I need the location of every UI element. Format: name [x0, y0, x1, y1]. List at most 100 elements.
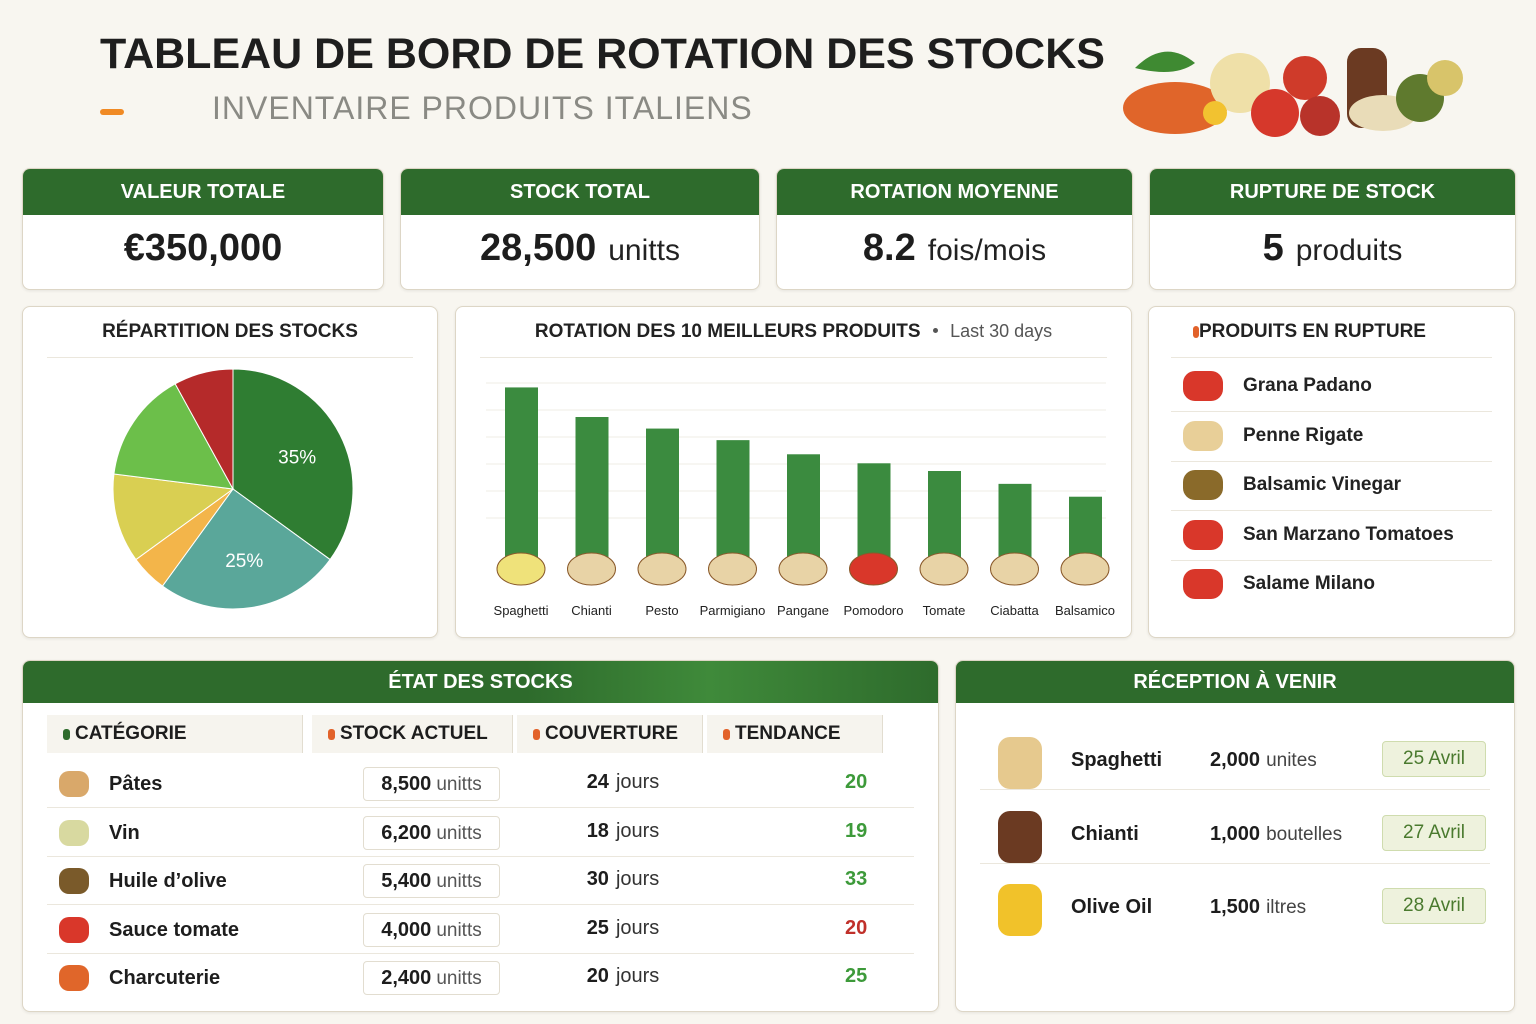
coverage-cell: 25 jours [543, 917, 703, 940]
x-tick-label: Balsamico [1055, 603, 1115, 618]
row-icon [59, 868, 89, 894]
quantity-cell: 1,500 iltres [1210, 896, 1306, 919]
pie-slice [232, 368, 354, 561]
row-icon [59, 965, 89, 991]
kpi-card: RUPTURE DE STOCK 5 produits [1149, 168, 1516, 290]
trend-value: 19 [845, 819, 868, 842]
coverage-unit: jours [615, 771, 660, 793]
item-icon [1183, 569, 1223, 599]
kpi-value-row: 8.2 fois/mois [777, 227, 1132, 270]
column-icon [63, 729, 70, 740]
bar [505, 387, 538, 561]
out-of-stock-item: Penne Rigate [1243, 424, 1364, 446]
stock-cell: 5,400 unitts [363, 864, 500, 898]
quantity: 1,500 [1210, 896, 1261, 918]
coverage-cell: 18 jours [543, 820, 703, 843]
coverage-unit: jours [615, 868, 660, 890]
kpi-unit: unitts [608, 234, 680, 267]
page-subtitle: INVENTAIRE PRODUITS ITALIENS [212, 90, 753, 126]
column-header-bg [707, 715, 883, 753]
quantity-unit: boutelles [1266, 823, 1343, 845]
kpi-value-row: 28,500 unitts [401, 227, 759, 270]
separator [47, 904, 914, 905]
stock-unit: unitts [436, 919, 482, 941]
product-icon [919, 552, 969, 586]
separator [47, 807, 914, 808]
product-icon [637, 552, 687, 586]
product-icon [998, 884, 1042, 936]
stock-unit: unitts [436, 968, 482, 989]
kpi-card: VALEUR TOTALE €350,000 [22, 168, 384, 290]
quantity: 1,000 [1210, 822, 1261, 845]
bar [716, 440, 750, 561]
x-tick-label: Parmigiano [700, 603, 766, 618]
kpi-card: ROTATION MOYENNE 8.2 fois/mois [776, 168, 1133, 290]
stock-value: 4,000 [381, 918, 432, 941]
coverage-value: 18 [586, 819, 609, 842]
out-of-stock-item: San Marzano Tomatoes [1243, 523, 1454, 545]
date-pill: 25 Avril [1382, 741, 1486, 777]
quantity-cell: 1,000 boutelles [1210, 823, 1342, 846]
kpi-label: VALEUR TOTALE [23, 169, 383, 215]
kpi-value: 28,500 [480, 227, 597, 269]
panel-subtitle: Last 30 days [950, 321, 1053, 341]
pie-slice [113, 383, 234, 490]
stock-value: 5,400 [381, 870, 432, 892]
out-of-stock-item: Grana Padano [1243, 375, 1372, 396]
item-icon [1183, 420, 1223, 451]
separator [1171, 559, 1492, 561]
panel-title: ROTATION DES 10 MEILLEURS PRODUITS [534, 321, 921, 342]
item-icon [1183, 371, 1223, 401]
panel-title: RÉPARTITION DES STOCKS [102, 321, 358, 342]
kpi-label: STOCK TOTAL [401, 169, 759, 215]
separator [1171, 460, 1492, 462]
separator [1171, 510, 1492, 511]
data-label: 35% [278, 447, 316, 468]
column-header-bg [312, 715, 513, 753]
x-tick-label: Pesto [645, 603, 678, 618]
column-header: STOCK ACTUEL [340, 723, 488, 744]
bar [857, 463, 891, 561]
stock-cell: 2,400 unitts [363, 961, 500, 995]
data-label: 25% [225, 551, 263, 572]
coverage-unit: jours [615, 819, 660, 842]
kpi-unit: produits [1295, 234, 1403, 267]
coverage-value: 24 [586, 771, 609, 793]
date-pill: 28 Avril [1382, 888, 1486, 924]
product-icon [496, 552, 546, 586]
pie-slice [174, 368, 234, 490]
product-icon [849, 552, 898, 586]
product-icon [778, 552, 828, 586]
item-icon [1183, 470, 1223, 500]
column-header-bg [47, 715, 303, 753]
x-tick-label: Tomate [923, 603, 966, 618]
bar [928, 471, 961, 561]
stock-table-panel: ÉTAT DES STOCKS CATÉGORIE STOCK ACTUEL COU… [22, 660, 939, 1012]
quantity-unit: unites [1266, 750, 1317, 771]
product: Olive Oil [1071, 896, 1153, 918]
trend-value: 25 [845, 965, 868, 987]
panel-title: PRODUITS EN RUPTURE [1199, 321, 1426, 342]
date-pill: 27 Avril [1382, 814, 1486, 851]
stock-value: 2,400 [381, 967, 432, 989]
coverage-value: 30 [586, 868, 609, 890]
pie-slice [112, 473, 235, 561]
category: Sauce tomate [109, 918, 240, 941]
column-icon [328, 729, 335, 740]
separator [980, 862, 1490, 864]
coverage-unit: jours [615, 965, 660, 987]
stock-cell: 6,200 unitts [363, 815, 500, 850]
out-of-stock-panel: PRODUITS EN RUPTURE Grana Padano Penne Ri… [1148, 306, 1515, 638]
quantity-unit: iltres [1266, 897, 1307, 918]
product-icon [998, 737, 1042, 789]
product-icon [708, 552, 757, 586]
row-icon [59, 819, 89, 846]
trend-value: 20 [845, 916, 868, 939]
x-tick-label: Pangane [777, 603, 829, 618]
panel-title: RÉCEPTION À VENIR [956, 661, 1514, 703]
out-of-stock-item: Balsamic Vinegar [1243, 474, 1402, 495]
bar [787, 454, 820, 561]
column-icon [533, 729, 540, 740]
stock-value: 6,200 [381, 821, 432, 844]
